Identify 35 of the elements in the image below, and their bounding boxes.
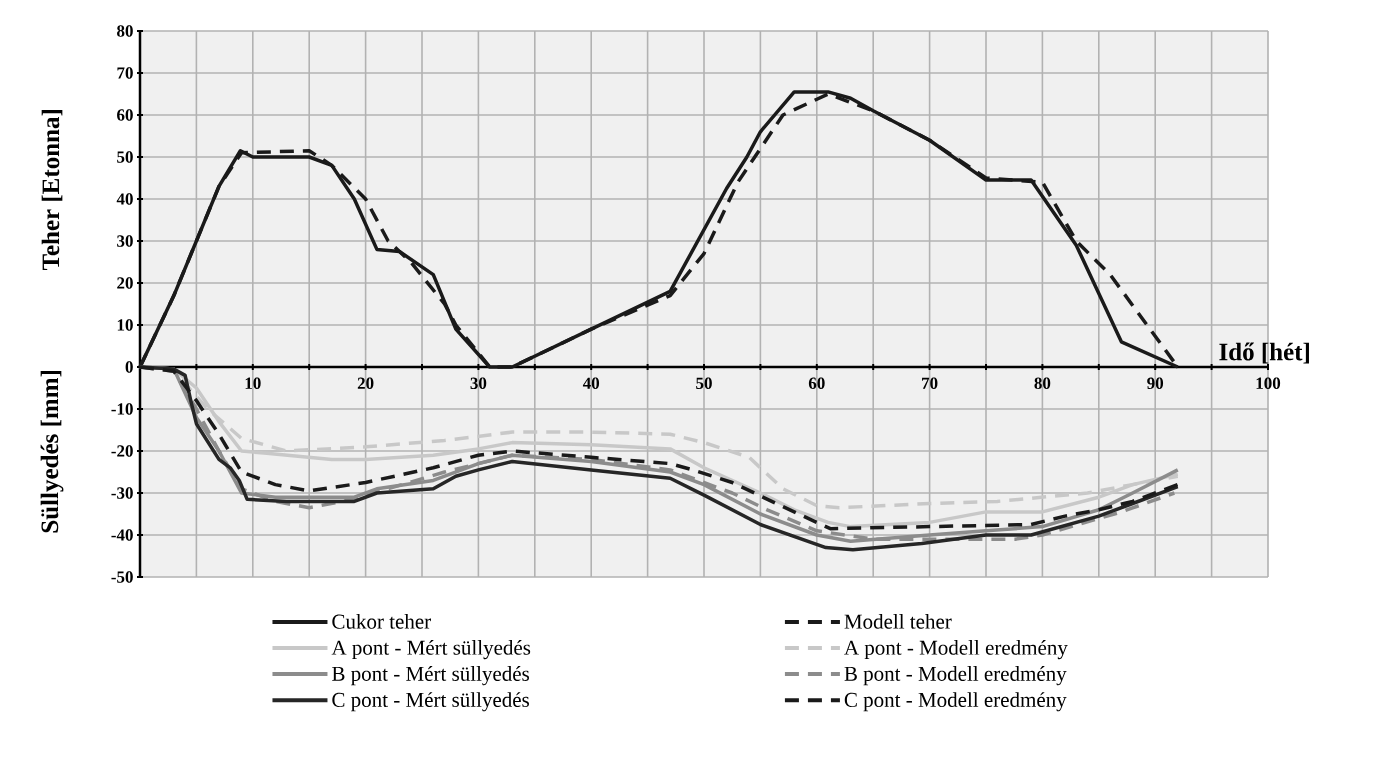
legend-label: Cukor teher xyxy=(332,613,431,629)
legend-label: B pont - Modell eredmény xyxy=(844,666,1067,686)
y-tick-label: -30 xyxy=(111,487,133,499)
legend-label: A pont - Modell eredmény xyxy=(844,639,1068,660)
x-tick-label: 90 xyxy=(1147,377,1164,389)
x-tick-label: 10 xyxy=(245,377,261,389)
x-tick-label: 40 xyxy=(582,377,600,389)
y-axis-title: Teher [Etonna] xyxy=(41,110,63,271)
x-tick-label: 100 xyxy=(1256,377,1281,389)
legend-label: C pont - Mért süllyedés xyxy=(332,692,529,712)
y-tick-label: 20 xyxy=(117,277,133,289)
x-tick-label: 20 xyxy=(357,377,374,389)
x-tick-label: 60 xyxy=(808,377,825,389)
y-tick-label: -50 xyxy=(111,571,133,583)
x-tick-label: 80 xyxy=(1034,377,1051,389)
legend-label: C pont - Modell eredmény xyxy=(844,692,1067,712)
legend-label: Modell teher xyxy=(844,613,952,629)
y-tick-label: -10 xyxy=(111,403,133,415)
x-axis-title: Idő [hét] xyxy=(1219,342,1309,364)
y-tick-label: 0 xyxy=(125,361,133,373)
y-tick-label: -20 xyxy=(111,445,133,457)
y-tick-label: 80 xyxy=(117,25,133,37)
y-tick-label: 60 xyxy=(117,109,133,121)
y-tick-label: 10 xyxy=(117,319,133,331)
y-tick-label: 50 xyxy=(117,151,133,163)
x-tick-label: 30 xyxy=(470,377,487,389)
x-tick-label: 70 xyxy=(922,377,938,389)
legend-label: A pont - Mért süllyedés xyxy=(331,639,531,660)
y-tick-label: 40 xyxy=(116,193,133,205)
text: Süllyedés [mm] xyxy=(40,371,64,533)
legend-label: B pont - Mért süllyedés xyxy=(332,666,529,686)
x-tick-label: 50 xyxy=(696,377,712,389)
y-tick-label: -40 xyxy=(111,529,133,541)
y-tick-label: 30 xyxy=(117,235,133,247)
y-tick-label: 70 xyxy=(117,67,133,79)
